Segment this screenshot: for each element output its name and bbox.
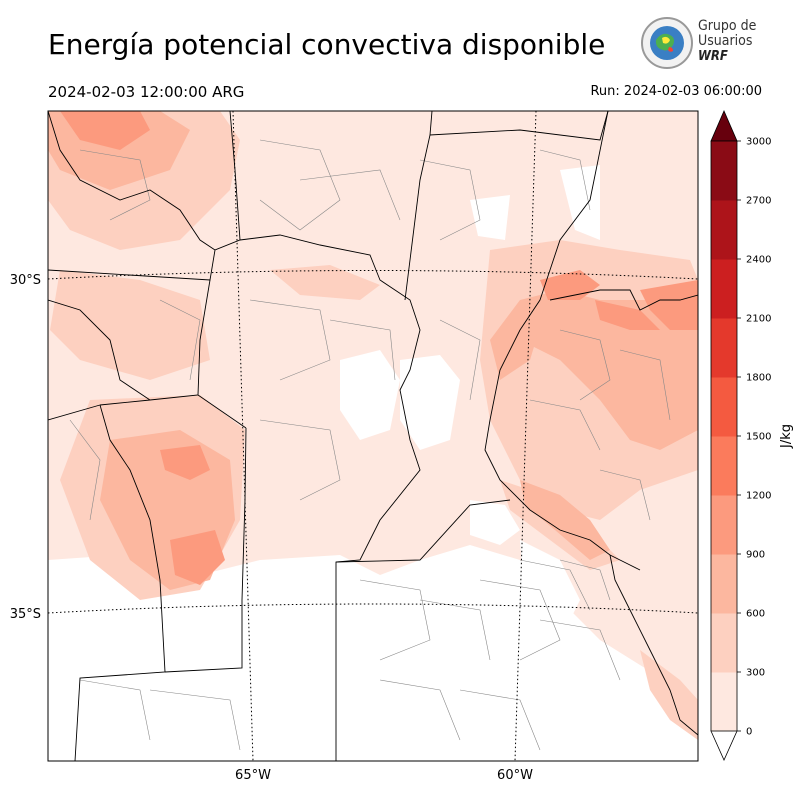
meridian-65w bbox=[232, 111, 254, 761]
map-title: Energía potencial convectiva disponible bbox=[48, 28, 606, 61]
colorbar-segment bbox=[711, 672, 737, 732]
colorbar-segment bbox=[711, 259, 737, 319]
colorbar-tick-label: 2100 bbox=[746, 314, 771, 325]
cape-zero-areas bbox=[48, 165, 698, 761]
map-frame bbox=[47, 110, 699, 762]
logo-line-1: Grupo de bbox=[698, 18, 757, 34]
colorbar-label: J/kg bbox=[779, 424, 794, 449]
valid-time: 2024-02-03 12:00:00 ARG bbox=[48, 83, 245, 101]
run-time: Run: 2024-02-03 06:00:00 bbox=[590, 84, 762, 99]
colorbar-tick-label: 0 bbox=[746, 727, 752, 738]
cape-900-areas bbox=[60, 111, 698, 585]
colorbar-segment bbox=[711, 377, 737, 437]
colorbar-extend-min bbox=[710, 730, 738, 761]
colorbar-extend-max bbox=[710, 109, 738, 142]
colorbar-segment bbox=[711, 554, 737, 614]
colorbar-segment bbox=[711, 200, 737, 260]
colorbar-tick-label: 1500 bbox=[746, 432, 771, 443]
lat-label-35s: 35°S bbox=[10, 607, 41, 622]
parallel-35s bbox=[48, 603, 698, 614]
colorbar-tick-label: 600 bbox=[746, 609, 765, 620]
logo-line-3: WRF bbox=[698, 49, 728, 64]
colorbar-tick-label: 1800 bbox=[746, 373, 771, 384]
lon-label-65w: 65°W bbox=[235, 768, 271, 783]
meridian-60w bbox=[514, 111, 537, 761]
colorbar-segment bbox=[711, 613, 737, 673]
grupo-usuarios-wrf-logo: Grupo de Usuarios WRF bbox=[640, 16, 770, 72]
colorbar-tick-label: 900 bbox=[746, 550, 765, 561]
colorbar: 0 300 600 900 1200 1500 1800 2100 2400 2700 3000 J… bbox=[710, 109, 794, 761]
colorbar-tick-label: 2700 bbox=[746, 196, 771, 207]
colorbar-tick-label: 300 bbox=[746, 668, 765, 679]
colorbar-tick-label: 1200 bbox=[746, 491, 771, 502]
parallel-30s bbox=[48, 270, 698, 280]
coastline bbox=[609, 554, 641, 571]
colorbar-segment bbox=[711, 495, 737, 555]
lon-label-60w: 60°W bbox=[497, 768, 533, 783]
colorbar-tick-label: 3000 bbox=[746, 137, 771, 148]
colorbar-segment bbox=[711, 318, 737, 378]
provinces bbox=[48, 111, 698, 761]
lat-label-30s: 30°S bbox=[10, 273, 41, 288]
logo-line-2: Usuarios bbox=[698, 33, 753, 49]
colorbar-segment bbox=[711, 436, 737, 496]
graticule bbox=[48, 111, 698, 761]
colorbar-tick-label: 2400 bbox=[746, 255, 771, 266]
cape-field bbox=[48, 111, 698, 761]
boundaries bbox=[48, 111, 698, 761]
globe-icon bbox=[641, 17, 693, 69]
departments bbox=[69, 139, 671, 751]
colorbar-segment bbox=[711, 141, 737, 201]
